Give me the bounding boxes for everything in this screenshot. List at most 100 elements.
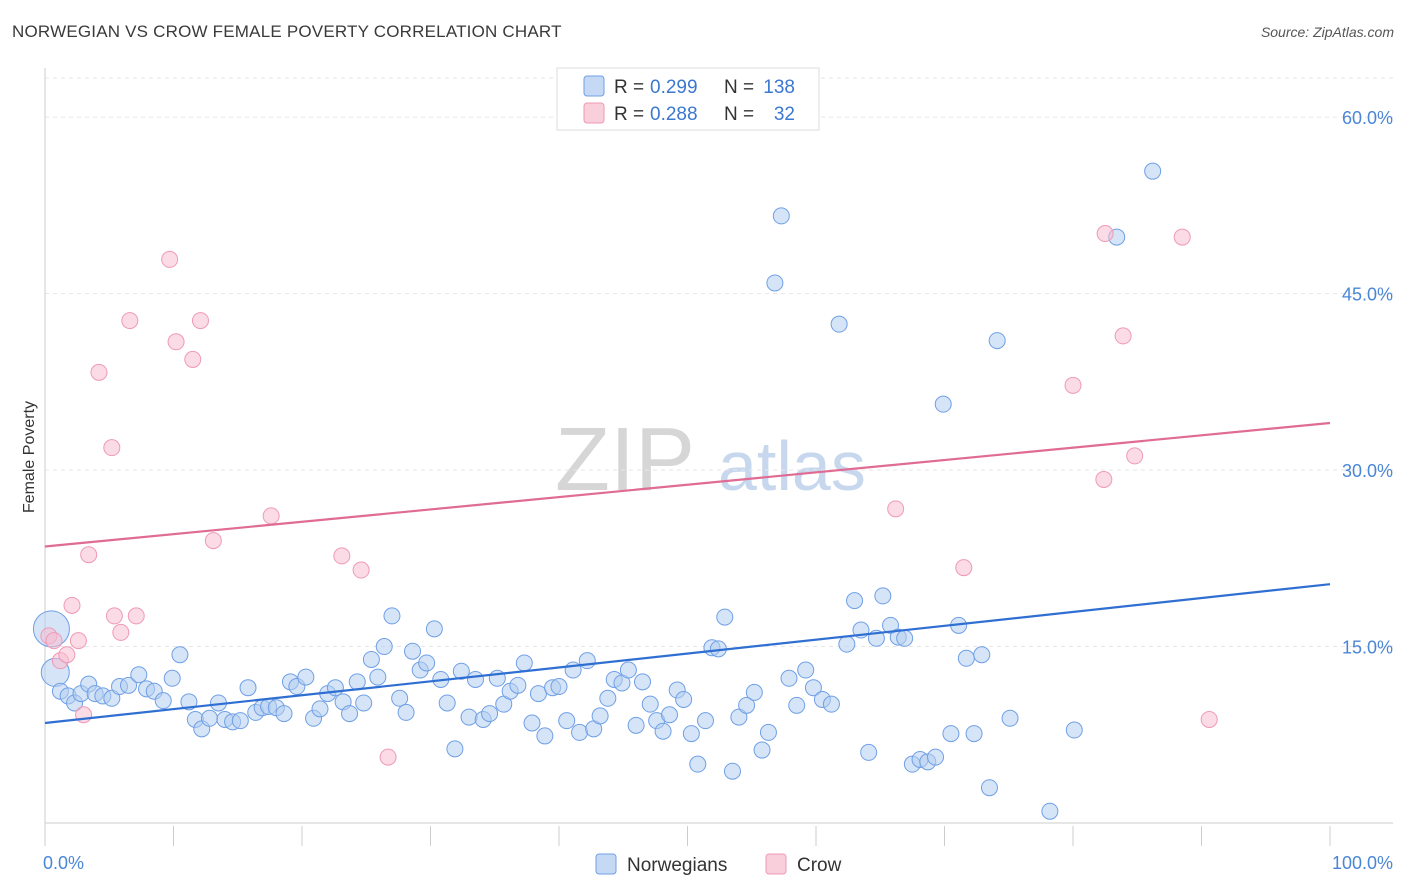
norwegians-point [896, 629, 914, 647]
y-tick-label: 15.0% [1342, 638, 1393, 658]
norwegians-point [369, 668, 387, 686]
crow-point [1064, 376, 1082, 394]
norwegians-trend-line [44, 583, 1331, 725]
crow-point [45, 632, 63, 650]
norwegians-point [838, 635, 856, 653]
norwegians-point [689, 755, 707, 773]
norwegians-point [481, 705, 499, 723]
norwegians-point [578, 652, 596, 670]
norwegians-point [730, 708, 748, 726]
legend-r-label-1: R = [614, 77, 644, 98]
norwegians-point [753, 741, 771, 759]
norwegians-point [965, 725, 983, 743]
stats-legend: R = 0.299 N = 138 R = 0.288 N = 32 [556, 67, 820, 131]
norwegians-point [550, 678, 568, 696]
norwegians-point [275, 705, 293, 723]
crow-point [90, 363, 108, 381]
crow-point [161, 250, 179, 268]
axes [44, 68, 1393, 846]
crow-point [191, 312, 209, 330]
y-tick-labels: 15.0% 30.0% 45.0% 60.0% [1342, 108, 1393, 657]
legend-n-label-2: N = [724, 104, 754, 125]
crow-point [333, 547, 351, 565]
crow-trend-line [44, 421, 1331, 548]
norwegians-point [599, 689, 617, 707]
norwegians-point [1041, 802, 1059, 820]
crow-point [112, 623, 130, 641]
norwegians-point [130, 666, 148, 684]
crow-point [69, 632, 87, 650]
legend-n-value-1: 138 [763, 77, 795, 98]
legend-swatch-norwegians-bottom [595, 853, 617, 875]
norwegians-point [425, 620, 443, 638]
norwegians-point [882, 616, 900, 634]
norwegians-point [355, 694, 373, 712]
norwegians-point [627, 716, 645, 734]
crow-point [1126, 447, 1144, 465]
norwegians-point [942, 725, 960, 743]
x-tick-labels: 0.0% 100.0% [43, 853, 1393, 873]
norwegians-point [1144, 162, 1162, 180]
norwegians-point [716, 608, 734, 626]
legend-label-crow: Crow [797, 855, 842, 876]
crow-point [1200, 710, 1218, 728]
crow-point [105, 607, 123, 625]
norwegians-point [418, 654, 436, 672]
norwegians-point [682, 725, 700, 743]
legend-n-value-2: 32 [774, 104, 795, 125]
norwegians-point [163, 669, 181, 687]
crow-point [167, 333, 185, 351]
watermark-atlas: atlas [718, 427, 866, 505]
norwegians-point [460, 708, 478, 726]
norwegians-point [558, 712, 576, 730]
crow-point [63, 596, 81, 614]
legend-n-label-1: N = [724, 77, 754, 98]
norwegians-point [466, 670, 484, 688]
norwegians-point [934, 395, 952, 413]
norwegians-point [957, 649, 975, 667]
norwegians-point [171, 646, 189, 664]
norwegians-point [988, 332, 1006, 350]
norwegians-point [446, 740, 464, 758]
norwegians-point [571, 723, 589, 741]
norwegians-point [788, 696, 806, 714]
norwegians-point [874, 587, 892, 605]
norwegians-point [103, 689, 121, 707]
norwegians-point [860, 743, 878, 761]
norwegians-point [696, 712, 714, 730]
norwegians-point [738, 696, 756, 714]
norwegians-point [661, 706, 679, 724]
watermark-zip: ZIP [555, 410, 695, 510]
x-tick-label-start: 0.0% [43, 853, 84, 873]
norwegians-point [154, 692, 172, 710]
y-tick-label: 30.0% [1342, 461, 1393, 481]
norwegians-point [927, 748, 945, 766]
crow-point [127, 607, 145, 625]
norwegians-point [452, 662, 470, 680]
crow-point [1173, 228, 1191, 246]
norwegians-point [297, 668, 315, 686]
crow-point [184, 350, 202, 368]
crow-point [204, 532, 222, 550]
norwegians-point [641, 695, 659, 713]
chart-title: NORWEGIAN VS CROW FEMALE POVERTY CORRELA… [12, 22, 562, 41]
norwegians-point [591, 707, 609, 725]
norwegians-point [362, 650, 380, 668]
legend-r-value-1: 0.299 [650, 77, 698, 98]
x-tick-label-end: 100.0% [1332, 853, 1393, 873]
crow-point [103, 439, 121, 457]
norwegians-point [1001, 709, 1019, 727]
trend-lines [44, 421, 1331, 725]
crow-point [1114, 327, 1132, 345]
data-points [32, 162, 1218, 820]
norwegians-point [745, 683, 763, 701]
legend-swatch-crow [583, 102, 605, 124]
crow-point [1096, 225, 1114, 243]
norwegians-point [822, 695, 840, 713]
norwegians-point [311, 700, 329, 718]
y-tick-label: 45.0% [1342, 285, 1393, 305]
legend-swatch-norwegians [583, 75, 605, 97]
norwegians-point [341, 705, 359, 723]
crow-point [955, 559, 973, 577]
crow-point [58, 646, 76, 664]
